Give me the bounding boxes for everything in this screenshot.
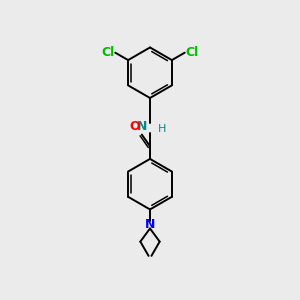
- Text: H: H: [158, 124, 166, 134]
- Text: N: N: [145, 218, 155, 231]
- Text: Cl: Cl: [186, 46, 199, 59]
- Text: Cl: Cl: [101, 46, 114, 59]
- Text: O: O: [130, 120, 140, 133]
- Text: N: N: [137, 121, 148, 134]
